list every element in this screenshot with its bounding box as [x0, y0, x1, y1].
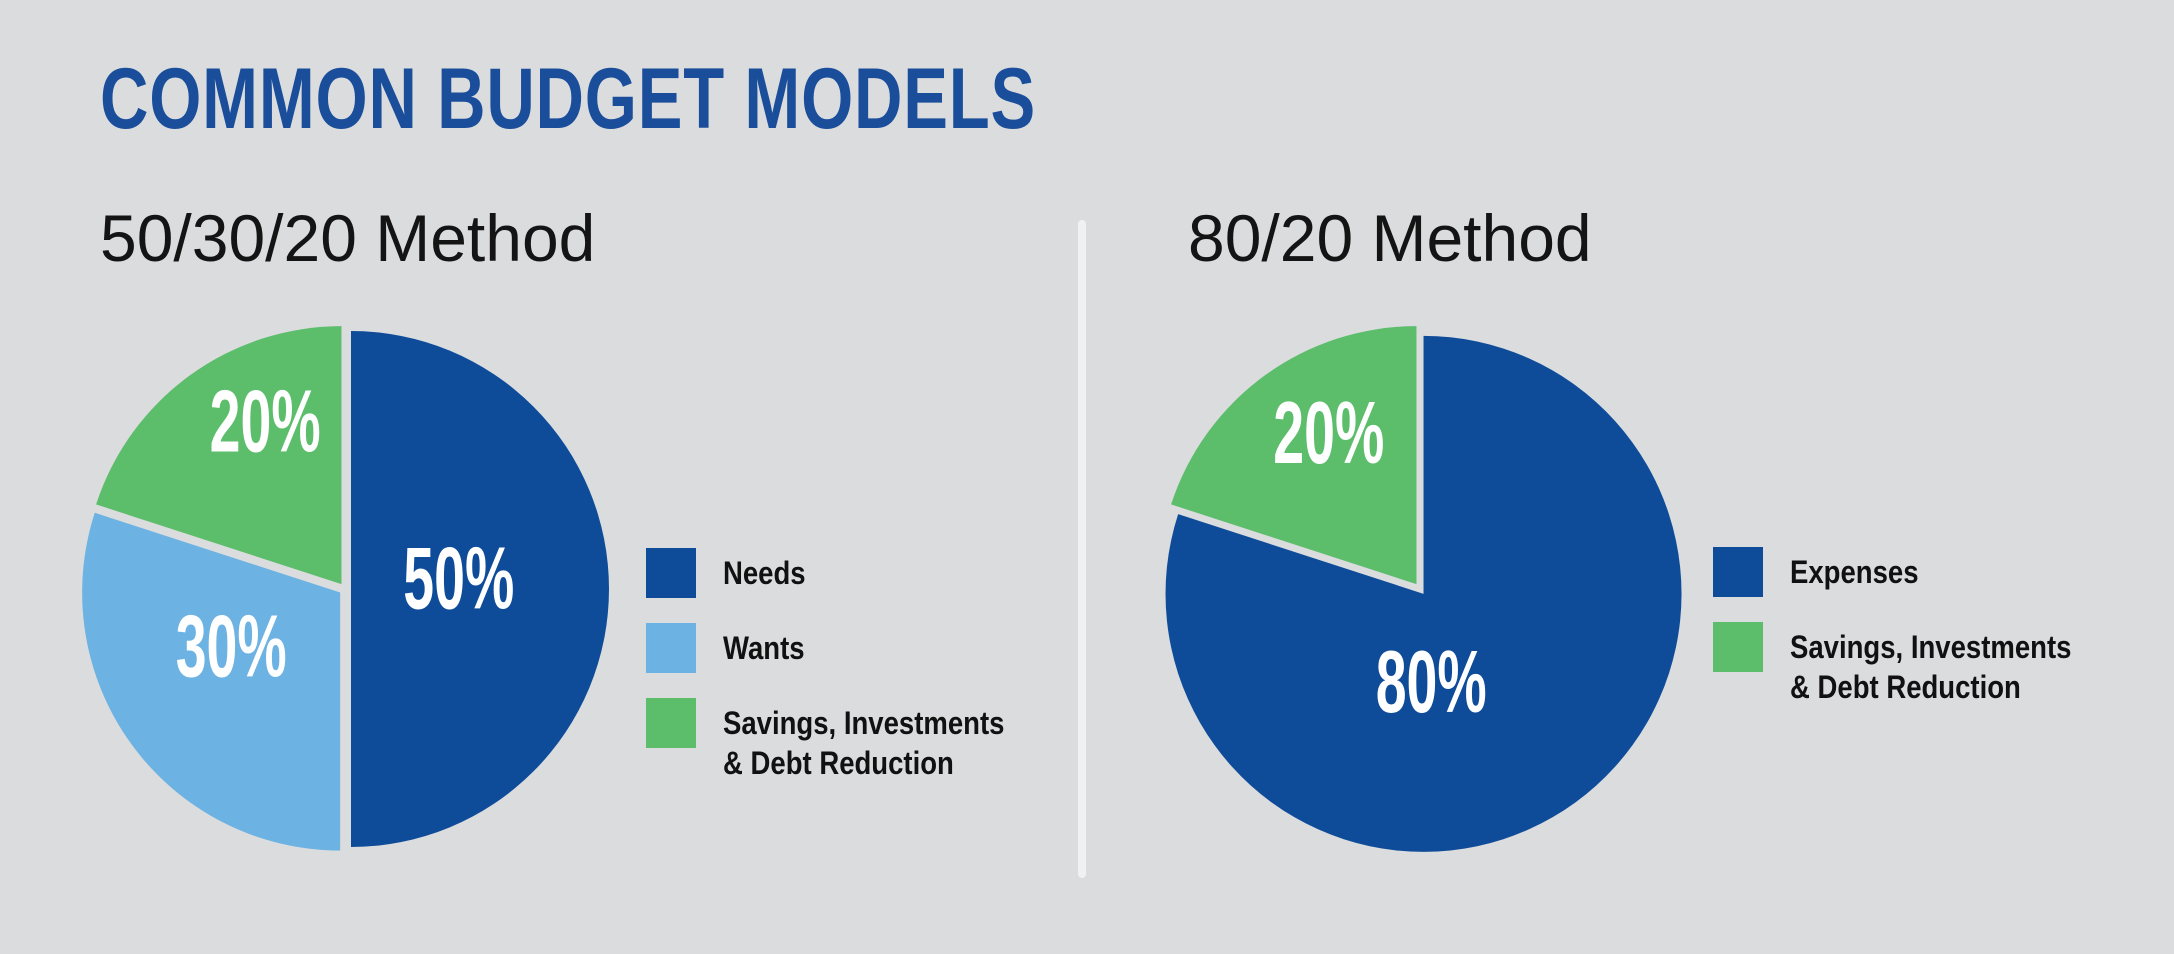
pie-slice-needs — [351, 331, 609, 847]
pie-slice-expenses — [1165, 335, 1682, 852]
legend-item-expenses: Expenses — [1713, 547, 2117, 597]
legend-label-needs: Needs — [723, 555, 806, 591]
legend-label-wants: Wants — [723, 630, 805, 666]
pie-value-label-20: 20% — [1273, 383, 1384, 482]
legend-swatch-wants — [646, 623, 696, 673]
pie-chart-80-20: 80% 20% — [1165, 326, 1682, 852]
legend-80-20: Expenses Savings, Investments & Debt Red… — [1713, 547, 2117, 707]
legend-label-savings: Savings, Investments & Debt Reduction — [1790, 629, 2072, 705]
chart-heading-80-20: 80/20 Method — [1188, 201, 1592, 275]
legend-item-needs: Needs — [646, 548, 1050, 598]
page-title: COMMON BUDGET MODELS — [100, 51, 1037, 147]
legend-label-expenses: Expenses — [1790, 554, 1919, 590]
section-divider — [1078, 220, 1086, 878]
legend-item-savings: Savings, Investments & Debt Reduction — [646, 698, 1050, 783]
pie-value-label-20: 20% — [210, 371, 321, 470]
pie-slice-wants — [82, 512, 341, 851]
legend-swatch-needs — [646, 548, 696, 598]
legend-swatch-savings — [1713, 622, 1763, 672]
pie-slice-savings-investments-debt-reduction — [96, 326, 342, 585]
pie-value-label-50: 50% — [403, 528, 514, 627]
chart-heading-50-30-20: 50/30/20 Method — [100, 201, 596, 275]
pie-slice-savings-investments-debt-reduction — [1171, 326, 1417, 585]
pie-chart-50-30-20: 50% 30% 20% — [82, 326, 609, 851]
legend-item-wants: Wants — [646, 623, 1050, 673]
legend-label-savings: Savings, Investments & Debt Reduction — [723, 705, 1005, 781]
legend-50-30-20: Needs Wants Savings, Investments & Debt … — [646, 548, 1050, 783]
legend-item-savings: Savings, Investments & Debt Reduction — [1713, 622, 2117, 707]
pie-value-label-30: 30% — [176, 596, 287, 695]
pie-value-label-80: 80% — [1376, 632, 1487, 731]
legend-swatch-savings — [646, 698, 696, 748]
legend-swatch-expenses — [1713, 547, 1763, 597]
